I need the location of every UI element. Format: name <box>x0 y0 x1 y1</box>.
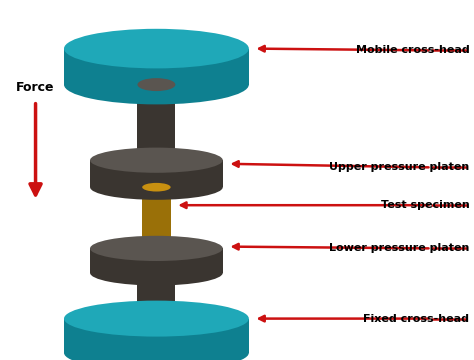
Ellipse shape <box>137 78 175 91</box>
Ellipse shape <box>90 236 223 261</box>
Bar <box>90 160 223 187</box>
Bar <box>137 273 175 319</box>
Ellipse shape <box>137 154 175 167</box>
Text: Fixed cross-head: Fixed cross-head <box>363 314 469 324</box>
Ellipse shape <box>64 335 249 360</box>
Ellipse shape <box>64 29 249 68</box>
Text: Mobile cross-head: Mobile cross-head <box>356 45 469 55</box>
Bar <box>137 85 175 160</box>
Bar <box>90 248 223 273</box>
Text: Test specimen: Test specimen <box>381 200 469 210</box>
Ellipse shape <box>64 301 249 337</box>
Ellipse shape <box>64 65 249 104</box>
Bar <box>64 49 249 85</box>
Ellipse shape <box>142 244 171 253</box>
Text: Force: Force <box>16 81 55 94</box>
Ellipse shape <box>90 260 223 285</box>
Ellipse shape <box>90 148 223 173</box>
Text: Upper pressure platen: Upper pressure platen <box>329 162 469 172</box>
Ellipse shape <box>137 266 175 279</box>
Bar <box>142 187 171 248</box>
Ellipse shape <box>142 183 171 192</box>
Bar <box>64 319 249 353</box>
Ellipse shape <box>90 175 223 200</box>
Ellipse shape <box>137 312 175 325</box>
Text: Lower pressure platen: Lower pressure platen <box>329 243 469 253</box>
